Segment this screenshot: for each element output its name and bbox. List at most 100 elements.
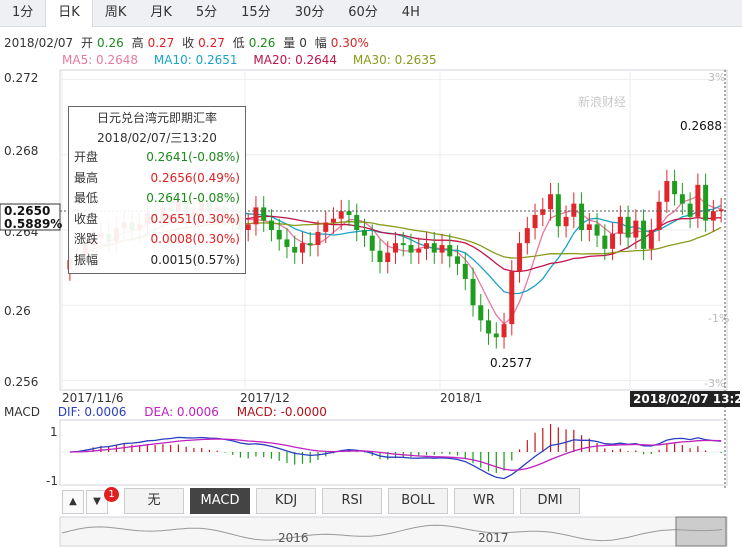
candle — [718, 198, 724, 223]
tab-8[interactable]: 4H — [401, 5, 420, 20]
candle-body — [594, 224, 600, 236]
candle-body — [641, 220, 647, 249]
tooltip-row-label: 收盘 — [74, 211, 99, 226]
candle-body — [439, 245, 445, 253]
tab-7[interactable]: 60分 — [348, 5, 378, 20]
candle-body — [385, 252, 391, 262]
current-price: 0.2650 — [4, 204, 50, 218]
indicator-tab-macd[interactable]: MACD — [190, 488, 250, 514]
candle — [540, 198, 546, 227]
candle — [571, 192, 577, 229]
indicator-tab-wr[interactable]: WR — [454, 488, 514, 514]
navigator-series — [61, 524, 723, 542]
y-tick-0.26: 0.26 — [4, 304, 31, 318]
tab-4[interactable]: 5分 — [195, 5, 218, 20]
y-tick-0.256: 0.256 — [4, 375, 38, 389]
navigator-frame[interactable] — [59, 516, 728, 547]
candle — [625, 205, 631, 249]
y-tick-0.272: 0.272 — [4, 71, 38, 85]
tab-2[interactable]: 周K — [104, 5, 127, 20]
candle — [284, 228, 290, 259]
collapse-down-button[interactable]: ▼ — [86, 490, 108, 514]
candle — [517, 231, 523, 283]
candle-body — [493, 333, 499, 338]
candle — [338, 199, 344, 230]
candle — [447, 233, 453, 268]
indicator-tab-boll[interactable]: BOLL — [388, 488, 448, 514]
tab-3[interactable]: 月K — [150, 5, 172, 20]
candle-body — [323, 222, 329, 232]
candle — [431, 231, 437, 264]
tooltip-row: 最低 0.2641(-0.08%) — [69, 188, 245, 209]
candle — [486, 309, 492, 345]
tooltip-row-value: 0.0008(0.30%) — [150, 232, 240, 246]
candle-body — [431, 243, 437, 253]
candle-body — [455, 256, 461, 264]
candle-body — [307, 243, 313, 246]
candle-body — [718, 209, 724, 212]
candle — [377, 239, 383, 274]
tooltip-datetime: 2018/02/07/三13:20 — [97, 131, 217, 145]
candle-body — [486, 320, 492, 334]
candle — [408, 233, 414, 264]
low-annotation: 0.2577 — [490, 356, 532, 370]
pct-tick-neg3: -3% — [704, 377, 725, 390]
candle — [455, 245, 461, 276]
pct-tick-neg1: -1% — [708, 312, 729, 325]
candle-body — [509, 271, 515, 325]
candle-body — [315, 231, 321, 246]
candle-body — [687, 203, 693, 217]
candle-body — [617, 216, 623, 234]
candle — [400, 231, 406, 257]
tooltip-row: 振幅 0.0015(0.57%) — [69, 250, 245, 271]
macd-tick-1: 1 — [50, 425, 58, 439]
candle-body — [253, 207, 259, 225]
macd-tick-neg1: -1 — [46, 474, 58, 488]
open-value: 0.26 — [97, 36, 124, 50]
open-label: 开 — [81, 36, 94, 50]
candle-body — [400, 243, 406, 246]
candle — [617, 205, 623, 246]
dea-legend: DEA: 0.0006 — [144, 405, 219, 419]
candle-body — [330, 218, 336, 223]
candle — [602, 224, 608, 261]
candle-body — [354, 214, 360, 230]
candle-body — [261, 207, 267, 221]
tooltip-row-value: 0.2641(-0.08%) — [146, 150, 240, 164]
nav-year-2017: 2017 — [478, 531, 509, 545]
candle-body — [408, 245, 414, 253]
collapse-up-button[interactable]: ▲ — [62, 490, 84, 514]
candle — [323, 211, 329, 244]
indicator-tab-dmi[interactable]: DMI — [520, 488, 580, 514]
tooltip-row: 收盘 0.2651(0.30%) — [69, 209, 245, 230]
candle — [672, 169, 678, 206]
date-label-1: 2017/11/6 — [62, 391, 124, 405]
tooltip-row-label: 涨跌 — [74, 232, 99, 246]
candle-body — [299, 243, 305, 253]
tab-1[interactable]: 日K — [45, 0, 93, 27]
candle — [439, 233, 445, 264]
candle — [579, 192, 585, 242]
close-value: 0.27 — [198, 36, 225, 50]
cursor-date: 2018/02/07 13:20 — [633, 392, 742, 406]
amp-label: 幅 — [314, 36, 327, 50]
tab-6[interactable]: 30分 — [294, 5, 325, 20]
candles — [67, 169, 724, 349]
candle — [703, 173, 709, 232]
high-label: 高 — [131, 36, 144, 50]
candle-body — [501, 324, 507, 338]
indicator-tab-rsi[interactable]: RSI — [322, 488, 382, 514]
navigator-window[interactable] — [675, 516, 727, 547]
tooltip-row-value: 0.2656(0.49%) — [150, 170, 240, 185]
ma5-legend: MA5: 0.2648 — [62, 53, 139, 67]
indicator-tab-无[interactable]: 无 — [124, 488, 184, 514]
tooltip-row: 开盘 0.2641(-0.08%) — [69, 147, 245, 168]
tab-0[interactable]: 1分 — [12, 5, 34, 20]
tab-5[interactable]: 15分 — [241, 5, 271, 20]
candle-body — [268, 220, 274, 230]
date-label-2: 2017/12 — [240, 391, 290, 405]
indicator-tab-kdj[interactable]: KDJ — [256, 488, 316, 514]
candle — [416, 237, 422, 264]
